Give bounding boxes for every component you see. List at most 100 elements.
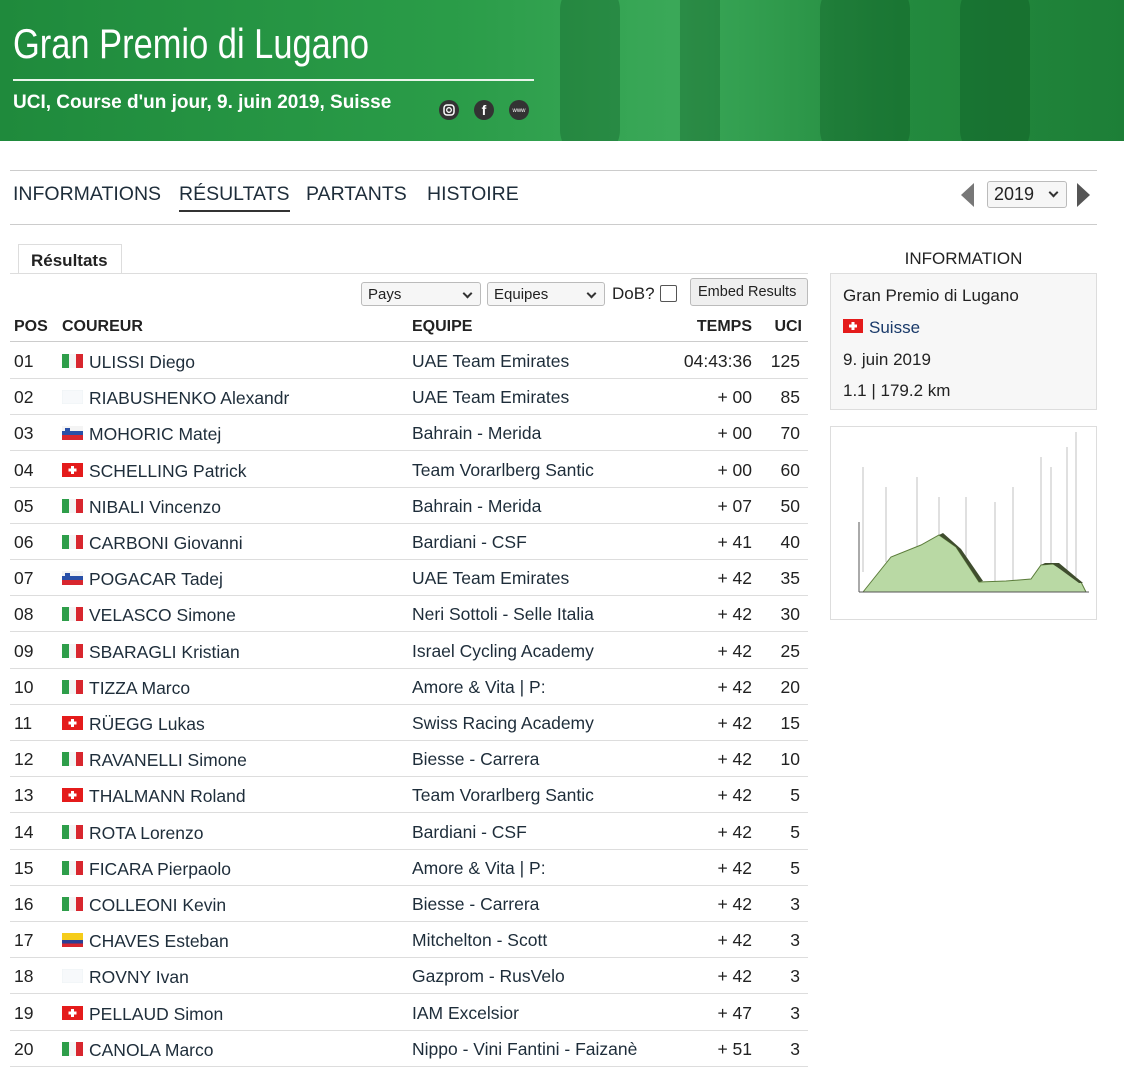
rider-name[interactable]: RIABUSHENKO Alexandr [89,388,290,409]
flag [62,354,83,368]
team-name[interactable]: Biesse - Carrera [412,749,540,770]
team-name[interactable]: Bahrain - Merida [412,423,542,444]
rider-name[interactable]: THALMANN Roland [89,786,246,807]
info-box: Gran Premio di Lugano Suisse 9. juin 201… [830,273,1097,410]
result-row: 01 ULISSI Diego UAE Team Emirates 04:43:36 1… [10,343,808,379]
result-row: 07 POGACAR Tadej UAE Team Emirates + 42 35 [10,560,808,597]
uci-points: 5 [790,785,800,806]
uci-points: 35 [780,568,800,589]
team-name[interactable]: Amore & Vita | P: [412,857,546,878]
time: 04:43:36 [683,351,752,371]
rider-name[interactable]: CHAVES Esteban [89,931,229,952]
flag [62,571,83,586]
rider-name[interactable]: FICARA Pierpaolo [89,858,232,879]
rider-name[interactable]: NIBALI Vincenzo [89,496,221,517]
rider-name[interactable]: MOHORIC Matej [89,424,222,445]
rider-name[interactable]: CARBONI Giovanni [89,533,243,553]
position: 04 [14,459,34,480]
rider-name[interactable]: ROTA Lorenzo [89,822,204,843]
team-name[interactable]: Bahrain - Merida [412,495,542,516]
flag [62,969,83,984]
team-name[interactable]: Team Vorarlberg Santic [412,785,594,806]
rider-name[interactable]: RÜEGG Lukas [89,714,205,734]
uci-points: 50 [780,495,800,516]
position: 14 [14,821,34,842]
time: + 42 [717,713,752,733]
team-name[interactable]: Biesse - Carrera [412,894,540,914]
time: + 00 [717,423,752,444]
team-name[interactable]: Nippo - Vini Fantini - Faizanè [412,1038,638,1059]
rider-name[interactable]: PELLAUD Simon [89,1003,224,1024]
race-profile [830,426,1097,620]
time: + 42 [717,930,752,951]
country-filter-label: Pays [368,286,402,303]
uci-points: 125 [770,351,800,371]
time: + 47 [717,1002,752,1023]
rider-name[interactable]: TIZZA Marco [89,677,191,698]
rider-name[interactable]: POGACAR Tadej [89,569,223,590]
tab-line [10,273,808,274]
team-name[interactable]: UAE Team Emirates [412,351,570,371]
uci-points: 20 [780,676,800,697]
dob-checkbox[interactable] [660,285,677,302]
team-name[interactable]: Israel Cycling Academy [412,640,594,661]
uci-points: 70 [780,423,800,444]
uci-points: 3 [790,930,800,951]
team-name[interactable]: Amore & Vita | P: [412,676,546,697]
team-filter-label: Equipes [494,286,549,303]
dob-label: DoB? [612,284,655,303]
team-name[interactable]: IAM Excelsior [412,1002,519,1023]
team-name[interactable]: UAE Team Emirates [412,387,570,408]
flag [62,716,83,730]
results-tab[interactable]: Résultats [18,244,122,274]
race-subtitle: UCI, Course d'un jour, 9. juin 2019, Sui… [13,92,392,113]
time: + 00 [717,387,752,408]
year-select[interactable]: 2019 [987,181,1067,208]
team-name[interactable]: Gazprom - RusVelo [412,966,565,987]
team-name[interactable]: Swiss Racing Academy [412,713,594,733]
team-name[interactable]: Team Vorarlberg Santic [412,459,594,480]
team-name[interactable]: Bardiani - CSF [412,821,527,842]
nav-top [10,170,1097,171]
table-header: POS COUREUR EQUIPE TEMPS UCI [10,314,808,342]
rider-name[interactable]: SBARAGLI Kristian [89,641,240,662]
info-country[interactable]: Suisse [869,318,921,337]
team-name[interactable]: UAE Team Emirates [412,568,570,589]
flag [62,462,83,477]
nav-item[interactable]: PARTANTS [306,183,407,205]
embed-button[interactable]: Embed Results [690,278,808,306]
flag [62,824,83,839]
svg-text:f: f [482,102,487,118]
prev-year[interactable] [958,181,978,209]
rider-name[interactable]: RAVANELLI Simone [89,750,247,771]
nav-item[interactable]: INFORMATIONS [13,183,162,205]
flag [62,426,83,441]
nav-item[interactable]: RÉSULTATS [179,183,290,212]
time: + 42 [717,857,752,878]
result-row: 13 THALMANN Roland Team Vorarlberg Santic +… [10,777,808,814]
nav-item[interactable]: HISTOIRE [427,183,519,205]
rider-name[interactable]: ULISSI Diego [89,352,196,372]
rider-name[interactable]: CANOLA Marco [89,1039,214,1060]
team-filter[interactable]: Equipes [487,282,605,306]
rider-name[interactable]: VELASCO Simone [89,605,236,626]
nav-bottom [10,224,1097,225]
next-year[interactable] [1073,181,1093,209]
rider-name[interactable]: SCHELLING Patrick [89,460,247,481]
flag [62,1005,83,1020]
result-row: 11 RÜEGG Lukas Swiss Racing Academy + 42 15 [10,705,808,741]
rider-name[interactable]: COLLEONI Kevin [89,895,227,915]
country-filter[interactable]: Pays [361,282,481,306]
team-name[interactable]: Bardiani - CSF [412,532,527,552]
www-icon[interactable]: www [512,108,527,114]
uci-points: 10 [780,749,800,770]
team-name[interactable]: Neri Sottoli - Selle Italia [412,604,594,625]
flag [62,752,83,767]
flag [62,535,83,549]
team-name[interactable]: Mitchelton - Scott [412,930,548,951]
result-row: 18 ROVNY Ivan Gazprom - RusVelo + 42 3 [10,958,808,995]
rider-name[interactable]: ROVNY Ivan [89,967,189,988]
social-icons[interactable]: f www [438,98,534,122]
time: + 42 [717,676,752,697]
column-header: COUREUR [62,318,143,335]
